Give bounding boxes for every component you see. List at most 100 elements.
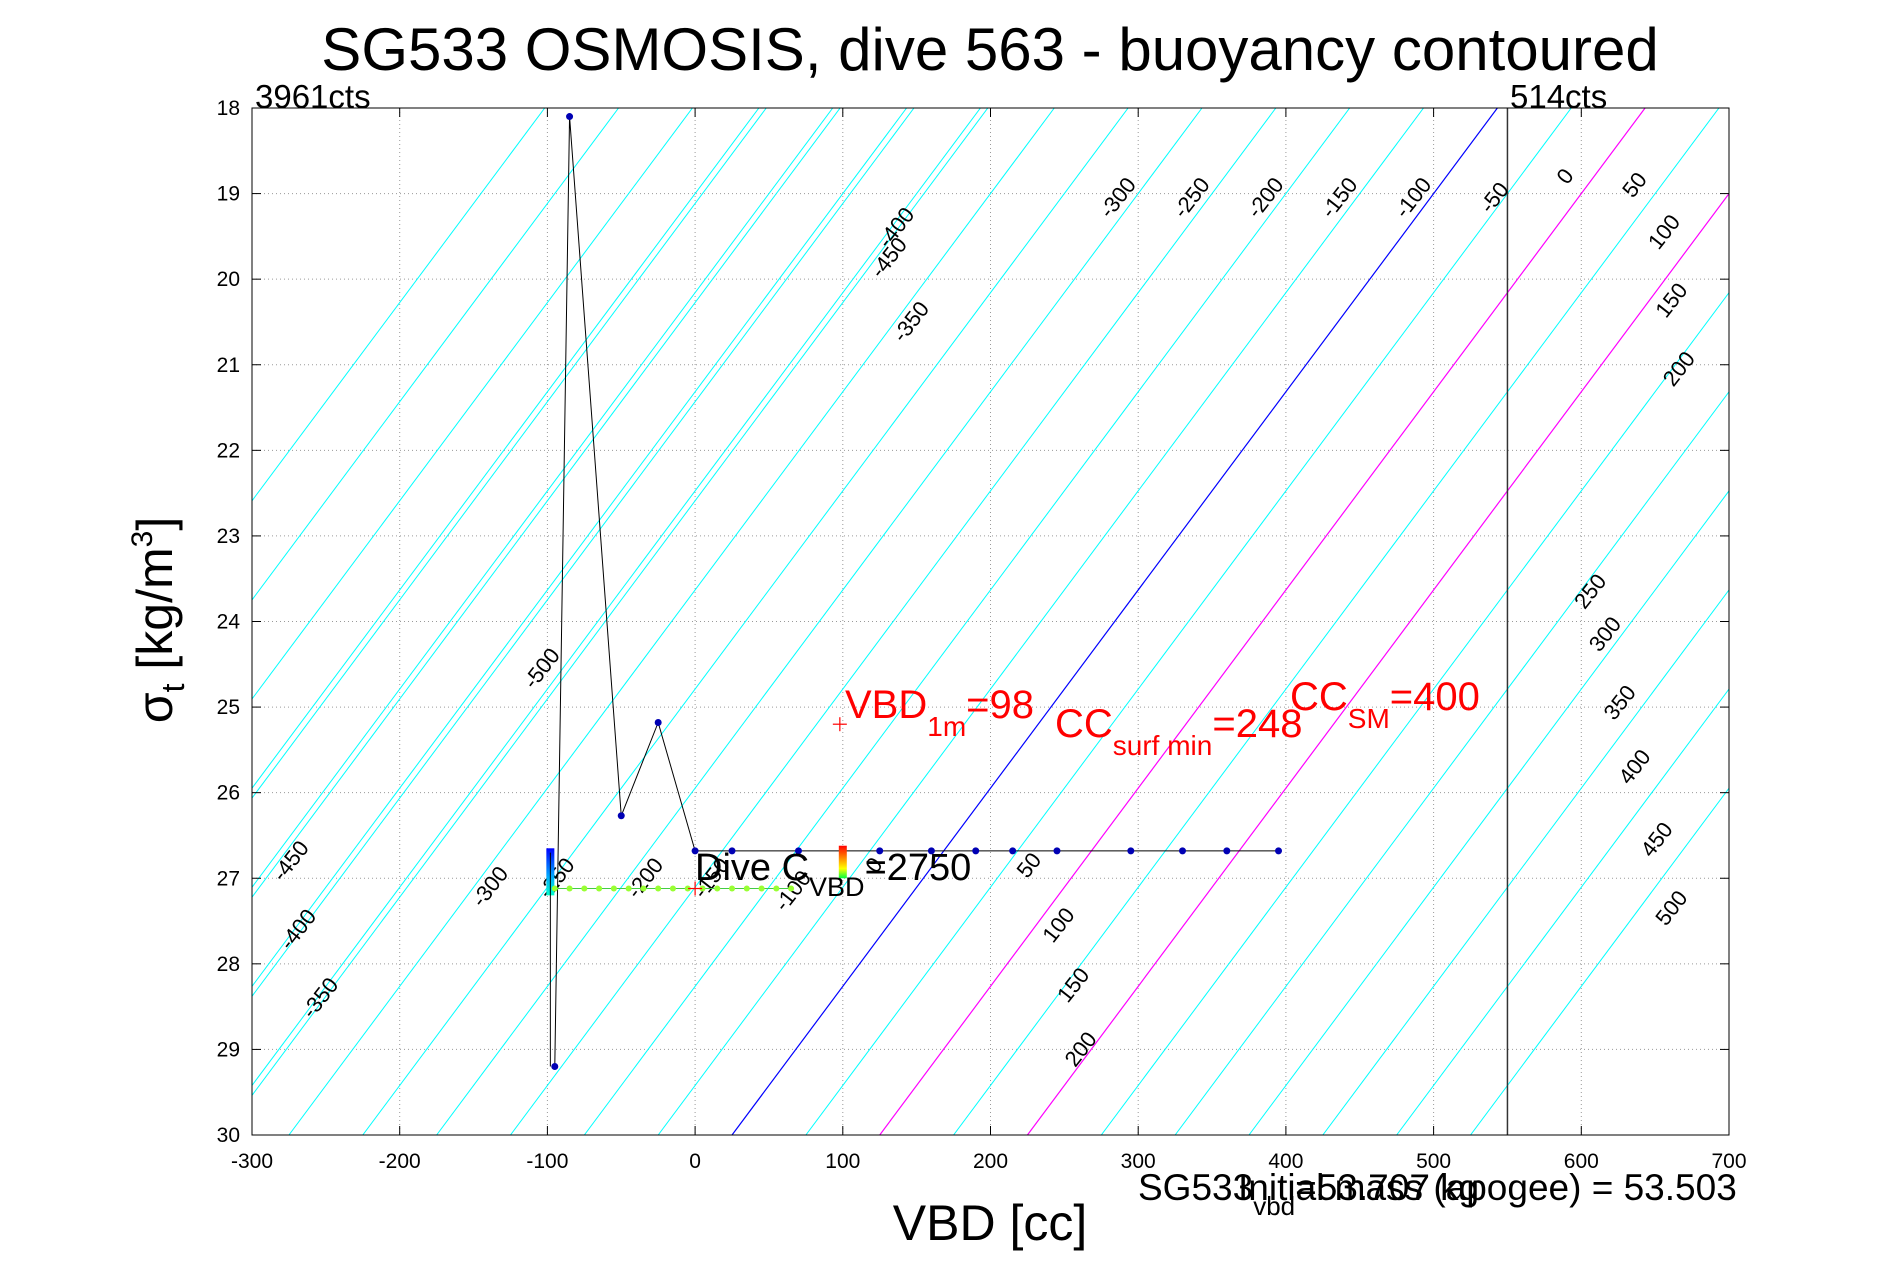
green-track-point bbox=[640, 885, 647, 892]
x-tick-label: -300 bbox=[231, 1150, 273, 1173]
dive-trace-point bbox=[1275, 847, 1283, 855]
y-tick-label: 23 bbox=[217, 525, 240, 548]
dive-trace bbox=[546, 113, 1283, 1071]
y-tick-label: 18 bbox=[217, 97, 240, 120]
contour-line bbox=[252, 108, 981, 1087]
contour-line bbox=[731, 108, 1498, 1135]
contour-line bbox=[1396, 688, 1729, 1135]
axis-ticks: -300 -200 -100 0 100 200 300 400 500 600 700 18 19 20… bbox=[217, 97, 1747, 1173]
cc-sm-annotation: CCSM=400 bbox=[1290, 675, 1480, 734]
x-tick-label: 600 bbox=[1564, 1150, 1599, 1173]
dive-trace-point bbox=[1223, 847, 1231, 855]
x-tick-label: 300 bbox=[1121, 1150, 1156, 1173]
initial-mass-annotation: Initial mass (apogee) = 53.503 bbox=[1238, 1167, 1737, 1208]
x-tick-label: 200 bbox=[973, 1150, 1008, 1173]
green-track-point bbox=[729, 885, 736, 892]
contour-line-lower bbox=[252, 108, 989, 1097]
x-tick-label: 700 bbox=[1711, 1150, 1746, 1173]
dive-trace-point bbox=[566, 113, 574, 121]
green-track-point bbox=[758, 885, 765, 892]
y-axis-label: σt [kg/m3] bbox=[126, 517, 191, 724]
dive-trace-point bbox=[972, 847, 980, 855]
vbd-1m-annotation: VBD1m=98 bbox=[845, 683, 1034, 742]
plot-background bbox=[252, 108, 1729, 1135]
y-tick-label: 27 bbox=[217, 867, 240, 890]
dive-trace-point bbox=[1009, 847, 1017, 855]
dive-trace-point bbox=[1127, 847, 1135, 855]
contour-line bbox=[252, 108, 760, 789]
y-tick-label: 28 bbox=[217, 953, 240, 976]
green-track-point bbox=[773, 885, 780, 892]
y-tick-label: 30 bbox=[217, 1124, 240, 1147]
counts-left-label: 3961cts bbox=[255, 78, 371, 115]
x-tick-label: 400 bbox=[1268, 1150, 1303, 1173]
x-tick-label: -100 bbox=[526, 1150, 568, 1173]
green-track-point bbox=[714, 885, 721, 892]
contour-line bbox=[510, 108, 1277, 1135]
green-track-point bbox=[684, 885, 691, 892]
contour-line bbox=[1100, 291, 1729, 1135]
x-tick-label: -200 bbox=[379, 1150, 421, 1173]
green-track-point bbox=[566, 885, 573, 892]
contour-line bbox=[1248, 490, 1729, 1135]
y-tick-label: 19 bbox=[217, 183, 240, 206]
buoyancy-contours bbox=[252, 108, 1729, 1135]
contour-line-lower bbox=[252, 108, 915, 998]
y-tick-label: 26 bbox=[217, 782, 240, 805]
contour-line bbox=[252, 108, 834, 889]
dive-trace-point bbox=[691, 847, 699, 855]
contour-line bbox=[953, 108, 1720, 1135]
green-track-point bbox=[596, 885, 603, 892]
contour-line-lower bbox=[252, 108, 841, 899]
y-tick-label: 20 bbox=[217, 268, 240, 291]
green-track-point bbox=[610, 885, 617, 892]
dive-trace-point bbox=[1179, 847, 1187, 855]
x-tick-label: 100 bbox=[825, 1150, 860, 1173]
contour-line-lower bbox=[252, 108, 767, 799]
contour-line bbox=[436, 108, 1203, 1135]
contour-line bbox=[1322, 589, 1729, 1135]
contour-line bbox=[252, 108, 907, 988]
dive-trace-point bbox=[794, 847, 802, 855]
contour-line bbox=[1174, 390, 1729, 1135]
contour-line bbox=[288, 108, 1055, 1135]
y-tick-label: 29 bbox=[217, 1038, 240, 1061]
cc-surf-min-annotation: CCsurf min=248 bbox=[1055, 702, 1302, 761]
ascent-colored-bar bbox=[838, 845, 847, 879]
green-track-point bbox=[551, 885, 558, 892]
y-tick-label: 24 bbox=[217, 611, 241, 634]
contour-line bbox=[362, 108, 1129, 1135]
sg-vbd-mass-annotation: SG533vbd=53.707 kg bbox=[1138, 1167, 1479, 1221]
dive-trace-point bbox=[617, 812, 625, 820]
dive-trace-point bbox=[1053, 847, 1061, 855]
y-tick-label: 22 bbox=[217, 439, 240, 462]
contour-line-lower bbox=[252, 108, 546, 502]
contour-line bbox=[657, 108, 1424, 1135]
counts-right-label: 514cts bbox=[1510, 78, 1607, 115]
dive-c-vbd-annotation: Dive CVBD=2750 bbox=[695, 847, 971, 902]
green-track-point bbox=[581, 885, 588, 892]
contour-line bbox=[805, 108, 1572, 1135]
y-tick-label: 21 bbox=[217, 354, 240, 377]
chart-title: SG533 OSMOSIS, dive 563 - buoyancy conto… bbox=[321, 16, 1658, 83]
green-track-point bbox=[655, 885, 662, 892]
contour-line bbox=[1470, 787, 1729, 1135]
green-track-point bbox=[669, 885, 676, 892]
x-axis-label: VBD [cc] bbox=[893, 1195, 1087, 1251]
dive-trace-point bbox=[927, 847, 935, 855]
dive-trace-point bbox=[654, 718, 662, 726]
green-track-point bbox=[625, 885, 632, 892]
x-tick-label: 0 bbox=[689, 1150, 701, 1173]
contour-line bbox=[583, 108, 1351, 1135]
dive-trace-point bbox=[551, 1063, 559, 1071]
dive-trace-point bbox=[728, 847, 736, 855]
contour-line bbox=[1026, 192, 1729, 1135]
contour-line-lower bbox=[252, 108, 619, 601]
contour-line-lower bbox=[252, 108, 693, 700]
green-track-point bbox=[788, 885, 795, 892]
dive-trace-point bbox=[876, 847, 884, 855]
x-tick-label: 500 bbox=[1416, 1150, 1451, 1173]
green-track-point bbox=[743, 885, 750, 892]
y-tick-label: 25 bbox=[217, 696, 240, 719]
